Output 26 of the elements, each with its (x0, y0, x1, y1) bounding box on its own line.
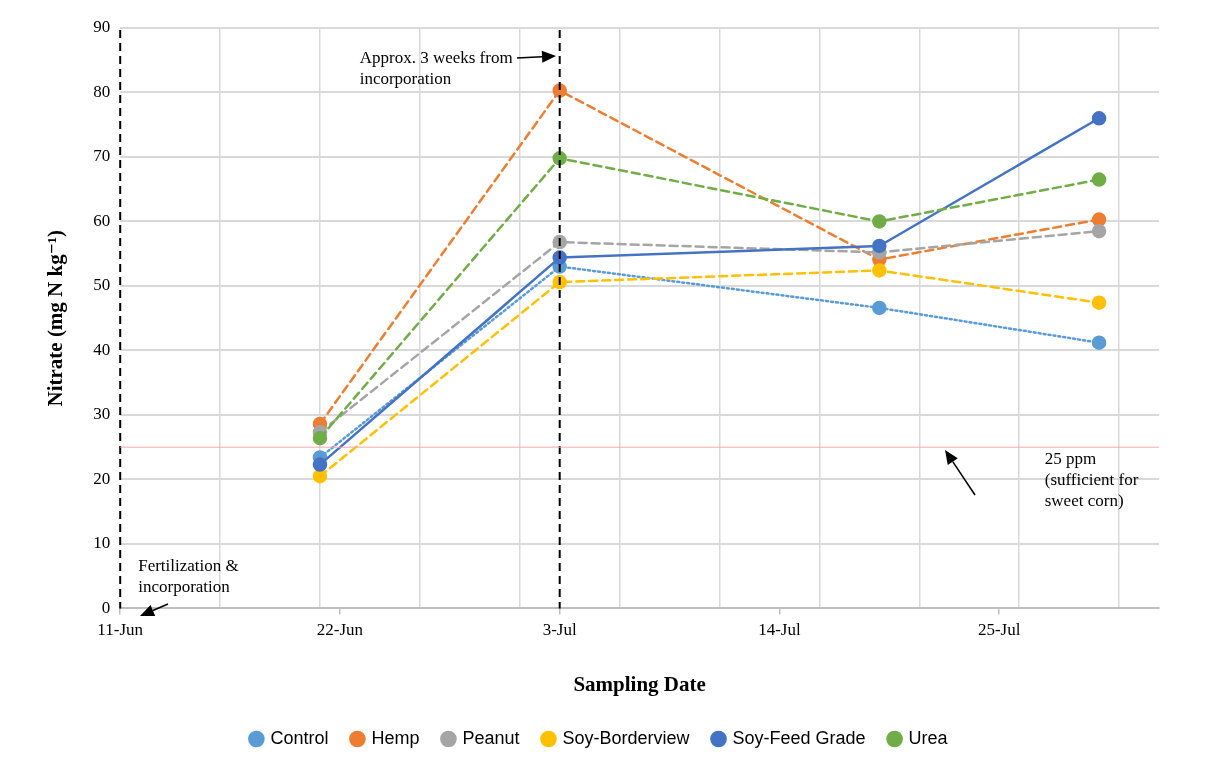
legend-label: Soy-Borderview (562, 727, 691, 748)
y-tick-label: 80 (93, 81, 111, 101)
y-tick-label: 0 (101, 597, 111, 617)
y-axis-title: Nitrate (mg N kg⁻¹) (43, 229, 68, 407)
legend-label: Hemp (371, 727, 420, 748)
y-tick-label: 10 (93, 533, 111, 553)
y-tick-label: 60 (93, 210, 111, 230)
legend-label: Peanut (462, 727, 520, 748)
x-axis-title: Sampling Date (573, 671, 706, 696)
legend-label: Urea (908, 727, 949, 748)
y-tick-label: 40 (93, 339, 111, 359)
x-tick-label: 14-Jul (758, 620, 801, 640)
x-tick-label: 11-Jun (97, 620, 144, 640)
y-tick-label: 90 (93, 17, 111, 37)
x-tick-label: 25-Jul (977, 620, 1021, 640)
legend-label: Control (270, 727, 329, 748)
legend-label: Soy-Feed Grade (732, 727, 866, 748)
y-tick-label: 70 (93, 146, 111, 166)
ref-line-label: Fertilization & incorporation (138, 556, 239, 597)
y-tick-label: 20 (93, 468, 111, 488)
y-tick-label: 30 (93, 404, 111, 424)
y-tick-label: 50 (93, 275, 111, 295)
x-tick-label: 22-Jun (316, 620, 364, 640)
x-tick-label: 3-Jul (542, 620, 577, 640)
ref-line-label: Approx. 3 weeks from incorporation (359, 47, 513, 88)
ref-line-label: 25 ppm (sufficient for sweet corn) (1044, 449, 1139, 511)
